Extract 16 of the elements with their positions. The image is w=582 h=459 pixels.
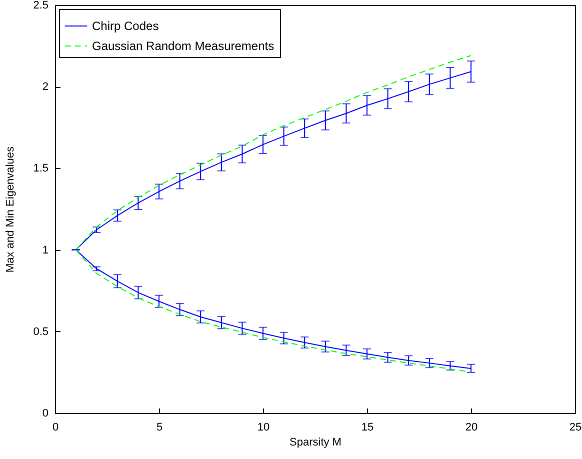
legend-label: Gaussian Random Measurements [92,39,274,53]
x-tick-label: 5 [156,422,163,434]
x-axis-title: Sparsity M [290,436,342,448]
y-tick-label: 1.5 [33,162,48,175]
y-tick-label: 1 [42,244,48,256]
legend-label: Chirp Codes [92,19,159,33]
y-tick-label: 0 [42,408,48,420]
x-tick-label: 20 [465,422,478,434]
y-tick-label: 0.5 [33,326,48,338]
y-tick-label: 2.5 [33,0,48,12]
x-tick-label: 0 [52,422,59,434]
x-tick-label: 10 [257,422,270,434]
y-axis-title: Max and Min Eigenvalues [4,146,16,272]
x-tick-label: 15 [361,422,374,434]
x-tick-label: 25 [569,422,582,434]
y-tick-label: 2 [42,81,48,94]
